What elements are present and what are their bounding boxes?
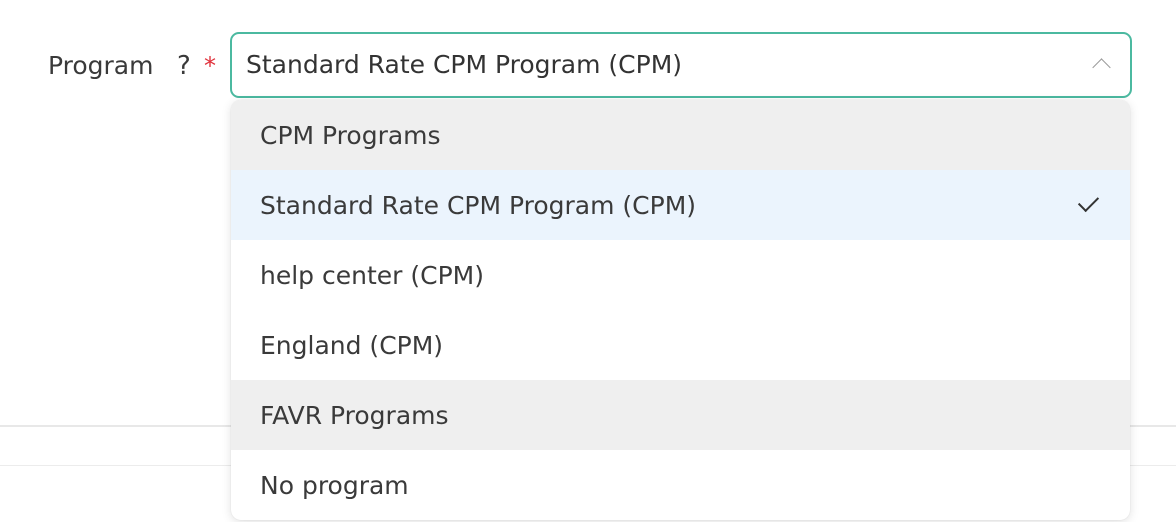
program-select[interactable]: Standard Rate CPM Program (CPM) [230, 32, 1132, 98]
option-label: England (CPM) [260, 330, 444, 360]
program-dropdown-menu: CPM Programs Standard Rate CPM Program (… [231, 100, 1130, 520]
check-icon [1077, 190, 1100, 213]
chevron-up-icon[interactable] [1092, 58, 1111, 77]
required-indicator: * [204, 52, 216, 80]
option-label: No program [260, 470, 409, 500]
option-group-label: CPM Programs [260, 120, 441, 150]
option-help-center-cpm[interactable]: help center (CPM) [231, 240, 1130, 310]
option-label: Standard Rate CPM Program (CPM) [260, 190, 697, 220]
help-icon[interactable]: ? [177, 51, 191, 81]
option-group-label: FAVR Programs [260, 400, 449, 430]
program-select-value: Standard Rate CPM Program (CPM) [246, 50, 683, 79]
option-label: help center (CPM) [260, 260, 484, 290]
option-england-cpm[interactable]: England (CPM) [231, 310, 1130, 380]
option-standard-rate-cpm[interactable]: Standard Rate CPM Program (CPM) [231, 170, 1130, 240]
option-group-cpm-programs: CPM Programs [231, 100, 1130, 170]
program-label: Program [48, 51, 154, 80]
option-no-program[interactable]: No program [231, 450, 1130, 520]
option-group-favr-programs: FAVR Programs [231, 380, 1130, 450]
